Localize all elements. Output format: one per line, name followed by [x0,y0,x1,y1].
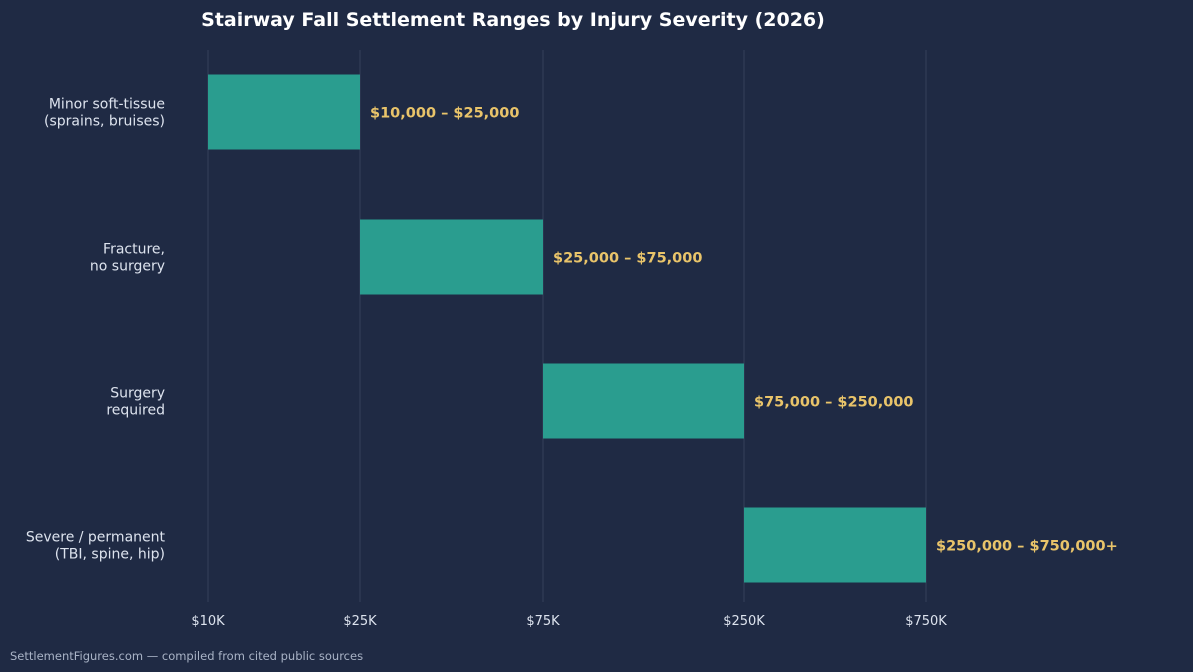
x-tick-label-3: $250K [723,614,765,629]
range-bar-1 [360,219,543,295]
x-tick-label-0: $10K [191,614,225,629]
range-value-label-0: $10,000 – $25,000 [370,106,519,122]
range-value-label-2: $75,000 – $250,000 [754,395,914,411]
range-bars [208,74,926,583]
source-note: SettlementFigures.com — compiled from ci… [10,649,363,663]
category-label-1-line-1: no surgery [90,259,165,275]
category-label-2-line-1: required [106,403,165,419]
category-label-0-line-0: Minor soft-tissue [49,97,165,113]
range-value-label-1: $25,000 – $75,000 [553,251,702,267]
category-label-1-line-0: Fracture, [103,242,165,258]
category-label-3-line-1: (TBI, spine, hip) [55,547,165,563]
category-label-3-line-0: Severe / permanent [26,530,166,546]
category-labels: Minor soft-tissue(sprains, bruises) Fract… [26,97,166,563]
x-axis-tick-labels: $10K $25K $75K $250K $750K [191,614,947,629]
x-tick-label-2: $75K [526,614,560,629]
chart-title: Stairway Fall Settlement Ranges by Injur… [201,9,825,31]
range-bar-3 [744,507,926,583]
x-tick-label-1: $25K [343,614,377,629]
range-value-labels: $10,000 – $25,000 $25,000 – $75,000 $75,00… [370,106,1118,555]
range-bar-0 [208,74,360,150]
range-value-label-3: $250,000 – $750,000+ [936,539,1118,555]
range-bar-2 [543,363,744,439]
category-label-0-line-1: (sprains, bruises) [44,114,165,130]
x-tick-label-4: $750K [905,614,947,629]
category-label-2-line-0: Surgery [110,386,165,402]
